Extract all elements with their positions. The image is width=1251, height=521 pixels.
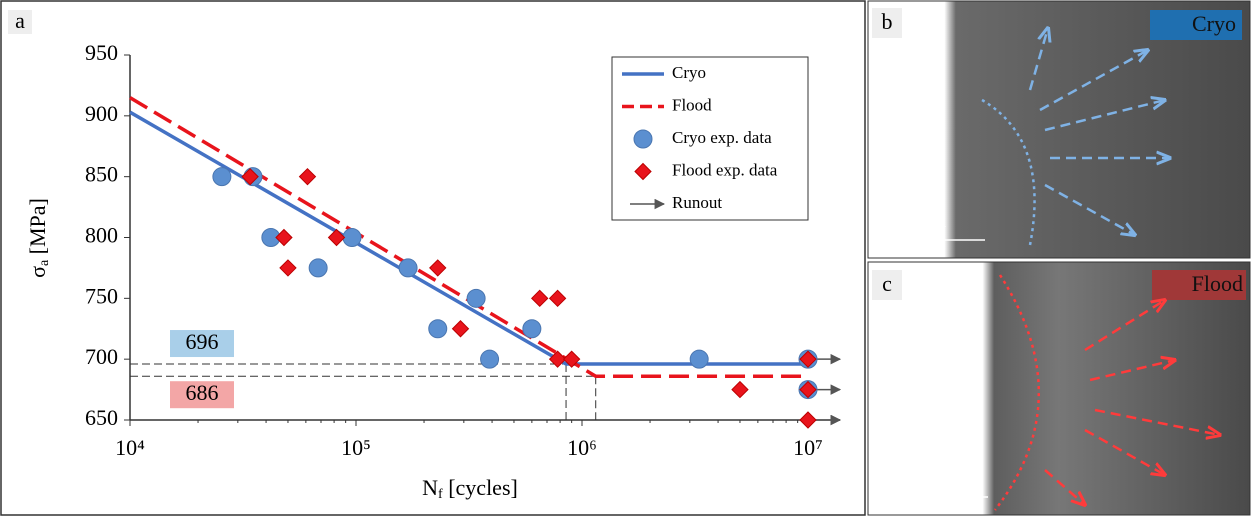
scale-label: 50 μm <box>890 207 946 232</box>
image-b: b Cryo 50 μm <box>867 0 1251 259</box>
legend-label: Runout <box>672 193 722 212</box>
data-point <box>342 228 362 247</box>
data-point <box>451 320 470 338</box>
x-tick-label: 10⁵ <box>341 435 371 460</box>
y-tick-label: 950 <box>85 40 118 65</box>
legend-swatch <box>633 129 653 149</box>
tag: Flood <box>1192 271 1243 296</box>
data-point <box>298 167 317 186</box>
data-point <box>531 289 549 308</box>
reference-box <box>170 381 234 409</box>
crack-front <box>994 274 1041 511</box>
scale-label: 50 μm <box>890 465 946 490</box>
y-tick-label: 750 <box>85 283 118 308</box>
reference-label: 686 <box>186 380 219 405</box>
x-axis-label: Nf [cycles] <box>422 475 518 502</box>
tag-bg <box>1150 10 1242 40</box>
y-tick-label: 650 <box>85 405 118 430</box>
y-tick-label: 850 <box>85 162 118 187</box>
legend-label: Cryo <box>672 63 706 82</box>
data-point <box>480 349 500 369</box>
data-point <box>398 258 418 278</box>
data-point <box>241 167 259 186</box>
x-tick-label: 10⁷ <box>793 435 823 460</box>
data-point <box>522 319 542 339</box>
data-point <box>799 411 817 429</box>
panel-label-bg <box>872 270 902 300</box>
panel-label: a <box>15 8 25 33</box>
sem-image <box>867 0 1251 259</box>
y-axis-label: σa [MPa] <box>25 198 52 278</box>
arrows <box>1028 28 1170 235</box>
reference-box <box>170 330 234 358</box>
image-c: c Flood 50 μm <box>867 261 1251 516</box>
reference-label: 696 <box>186 329 219 354</box>
data-point <box>799 350 817 368</box>
series-line <box>129 96 808 378</box>
y-tick-label: 800 <box>85 223 118 248</box>
data-point <box>429 259 447 277</box>
series-line <box>129 110 808 366</box>
data-point <box>466 288 486 308</box>
data-point <box>548 289 567 308</box>
legend-label: Flood exp. data <box>672 160 778 179</box>
data-point <box>689 349 709 369</box>
data-point <box>275 228 293 247</box>
tag-bg <box>1152 270 1246 300</box>
arrows <box>1044 300 1220 505</box>
sem-image <box>867 261 1251 516</box>
data-point <box>327 228 346 247</box>
data-point <box>562 350 581 368</box>
x-tick-label: 10⁶ <box>567 435 597 460</box>
panel-label: b <box>882 9 893 34</box>
tag: Cryo <box>1192 11 1236 36</box>
data-point <box>548 350 567 368</box>
legend-label: Cryo exp. data <box>672 128 772 147</box>
data-point <box>308 258 328 278</box>
y-tick-label: 900 <box>85 101 118 126</box>
panel-label-bg <box>8 10 32 34</box>
y-tick-label: 700 <box>85 344 118 369</box>
panel-label: c <box>882 271 892 296</box>
legend-label: Flood <box>672 95 712 114</box>
data-point <box>799 380 817 399</box>
legend-swatch <box>634 162 652 181</box>
data-point <box>428 319 448 339</box>
data-point <box>731 380 749 399</box>
data-point <box>279 259 297 277</box>
data-point <box>212 167 232 187</box>
x-tick-label: 10⁴ <box>115 435 145 460</box>
panel-label-bg <box>872 8 902 38</box>
panel-frame <box>0 0 866 516</box>
